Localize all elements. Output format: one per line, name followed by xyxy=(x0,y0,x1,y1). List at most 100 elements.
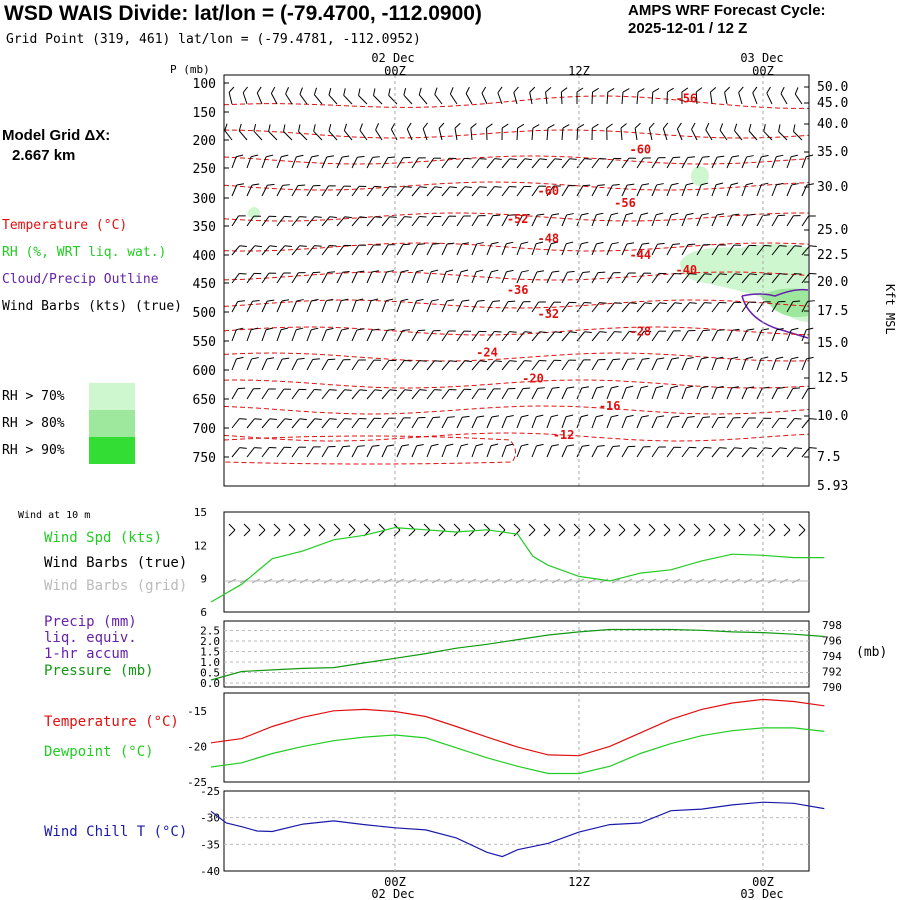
wind-barb-flag xyxy=(454,122,461,129)
wind-barb-flag xyxy=(779,245,787,247)
wind-barb-flag xyxy=(434,360,442,362)
wind-barb-flag xyxy=(611,212,619,216)
wind-barb xyxy=(666,87,674,105)
wind-barb-flag xyxy=(506,241,514,245)
wind-barb xyxy=(576,123,585,141)
wind-barb xyxy=(691,122,698,141)
wind-barb-shaft xyxy=(381,186,390,197)
wind-barb-shaft xyxy=(449,93,458,105)
wind-barb xyxy=(501,123,509,141)
wind-barb xyxy=(621,88,630,105)
wind-barb xyxy=(636,415,649,429)
wind-barb xyxy=(283,124,293,141)
wind-barb-flag xyxy=(267,299,275,302)
temperature-contour xyxy=(223,212,809,222)
wind-barb-shaft xyxy=(771,329,778,342)
wind-barb xyxy=(546,359,562,371)
wind-barb-shaft xyxy=(261,245,271,256)
wind-barb-flag xyxy=(357,270,365,273)
wind-barb-stroke xyxy=(648,523,656,531)
wind-barb xyxy=(375,123,383,141)
wind-barb-stroke xyxy=(453,529,461,537)
wind-barb-shaft xyxy=(396,216,405,227)
wind-barb xyxy=(786,300,801,313)
wind-barb-flag xyxy=(329,216,337,218)
wind-barb-shaft xyxy=(486,445,492,458)
legend-rh80-label: RH > 80% xyxy=(2,416,65,431)
wind-barb-flag xyxy=(387,328,395,331)
legend-wind-barbs-true: Wind Barbs (true) xyxy=(44,555,188,571)
wind-barb-shaft xyxy=(261,215,270,227)
wind-barb-shaft xyxy=(321,300,327,313)
wind-barb xyxy=(306,216,322,227)
wind-barb-flag xyxy=(598,358,606,361)
legend-precip-line1: Precip (mm) xyxy=(44,614,137,630)
wind-barb xyxy=(396,156,411,169)
wind-barb-shaft xyxy=(786,184,793,197)
wind-barb-stroke xyxy=(303,523,311,531)
wind-barb-shaft xyxy=(261,185,268,197)
wind-barb-shaft xyxy=(771,447,781,458)
wind-barb-shaft xyxy=(351,418,360,429)
wind-barb-shaft xyxy=(606,91,609,105)
model-grid-title: Model Grid ΔX: xyxy=(2,127,111,144)
wind-barb-shaft xyxy=(724,92,728,105)
wind-barb-flag xyxy=(434,87,438,95)
wind-barb-shaft xyxy=(366,271,373,284)
pressure-tick-label: 790 xyxy=(822,681,842,694)
wind-barb-true xyxy=(378,523,386,537)
wind-barb-shaft xyxy=(666,302,676,313)
wind-barb-shaft xyxy=(231,301,239,313)
wind-barb xyxy=(651,212,664,227)
wind-barb-flag xyxy=(521,414,529,418)
wind-barb-flag xyxy=(344,244,352,247)
wind-barb xyxy=(381,298,394,313)
wind-barb-flag xyxy=(238,215,246,217)
wind-barb-flag xyxy=(554,331,562,334)
wind-barb-shaft xyxy=(741,301,750,313)
wind-barb xyxy=(321,358,336,371)
wind-barb xyxy=(636,330,652,342)
wind-barb xyxy=(261,357,275,371)
wind-barb xyxy=(576,301,592,313)
temperature-contour-label: -56 xyxy=(675,92,697,106)
wind-barb-flag xyxy=(251,183,260,186)
wind-barb xyxy=(501,300,516,313)
wind-barb xyxy=(246,299,260,313)
wind-barb-shaft xyxy=(786,418,795,429)
temperature-contour xyxy=(223,326,810,336)
wind-barb-flag xyxy=(746,386,755,389)
wind-barb-shaft xyxy=(561,302,570,313)
wind-barb-shaft xyxy=(336,300,342,313)
wind-barb-stroke xyxy=(768,523,776,531)
wind-barb xyxy=(396,359,412,371)
wind-barb-flag xyxy=(704,302,712,304)
wind-barb-flag xyxy=(731,155,740,158)
wind-barb-shaft xyxy=(546,243,552,256)
pressure-tick-label: 350 xyxy=(193,220,216,235)
wind-barb-shaft xyxy=(606,359,614,371)
wind-barb-stroke xyxy=(588,529,596,537)
wind-barb-flag xyxy=(373,244,381,246)
wind-barb-flag xyxy=(733,244,742,246)
wind-barb-shaft xyxy=(591,214,597,227)
wind-barb-flag xyxy=(326,327,334,331)
wind-barb-flag xyxy=(673,446,682,448)
temperature-contour-label: -40 xyxy=(675,263,697,277)
wind-barb-shaft xyxy=(741,245,750,256)
temperature-contour-label: -52 xyxy=(507,212,529,226)
pressure-tick-label: 700 xyxy=(193,422,216,437)
wind-barb-shaft xyxy=(696,387,702,400)
wind-barb-flag xyxy=(731,386,739,389)
pressure-tick-label: 792 xyxy=(822,665,842,678)
wind-barb xyxy=(246,272,262,284)
temperature-contour xyxy=(223,379,810,389)
wind-barb-shaft xyxy=(344,130,353,141)
wind-barb xyxy=(381,216,397,227)
wind-barb-flag xyxy=(641,183,650,186)
wind-barb xyxy=(546,270,560,284)
wind-barb-flag xyxy=(460,269,469,273)
wind-barb-shaft xyxy=(726,184,732,197)
wind-barb-shaft xyxy=(696,330,704,342)
wind-barb-flag xyxy=(611,414,619,418)
